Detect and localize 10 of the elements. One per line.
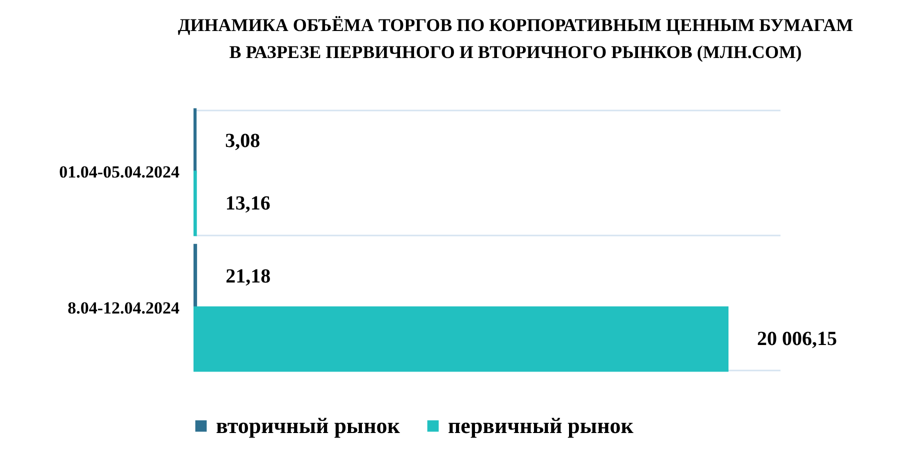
y-tick-label: 8.04-12.04.2024 bbox=[68, 298, 180, 318]
data-label: 21,18 bbox=[226, 266, 271, 288]
data-label: 20 006,15 bbox=[756, 328, 837, 350]
legend-label: первичный рынок bbox=[448, 413, 634, 438]
chart-title: ДИНАМИКА ОБЪЁМА ТОРГОВ ПО КОРПОРАТИВНЫМ ЦЕННЫМ БУМАГАМ В РАЗРЕЗЕ ПЕРВИЧНОГО И ВТОРИЧНОГО РЫНКОВ (МЛН.СОМ) bbox=[178, 15, 854, 62]
bar bbox=[194, 306, 728, 372]
legend-label: вторичный рынок bbox=[216, 413, 400, 438]
data-label: 3,08 bbox=[225, 130, 260, 152]
data-label: 13,16 bbox=[225, 192, 270, 214]
y-tick-label: 01.04-05.04.2024 bbox=[59, 162, 180, 182]
